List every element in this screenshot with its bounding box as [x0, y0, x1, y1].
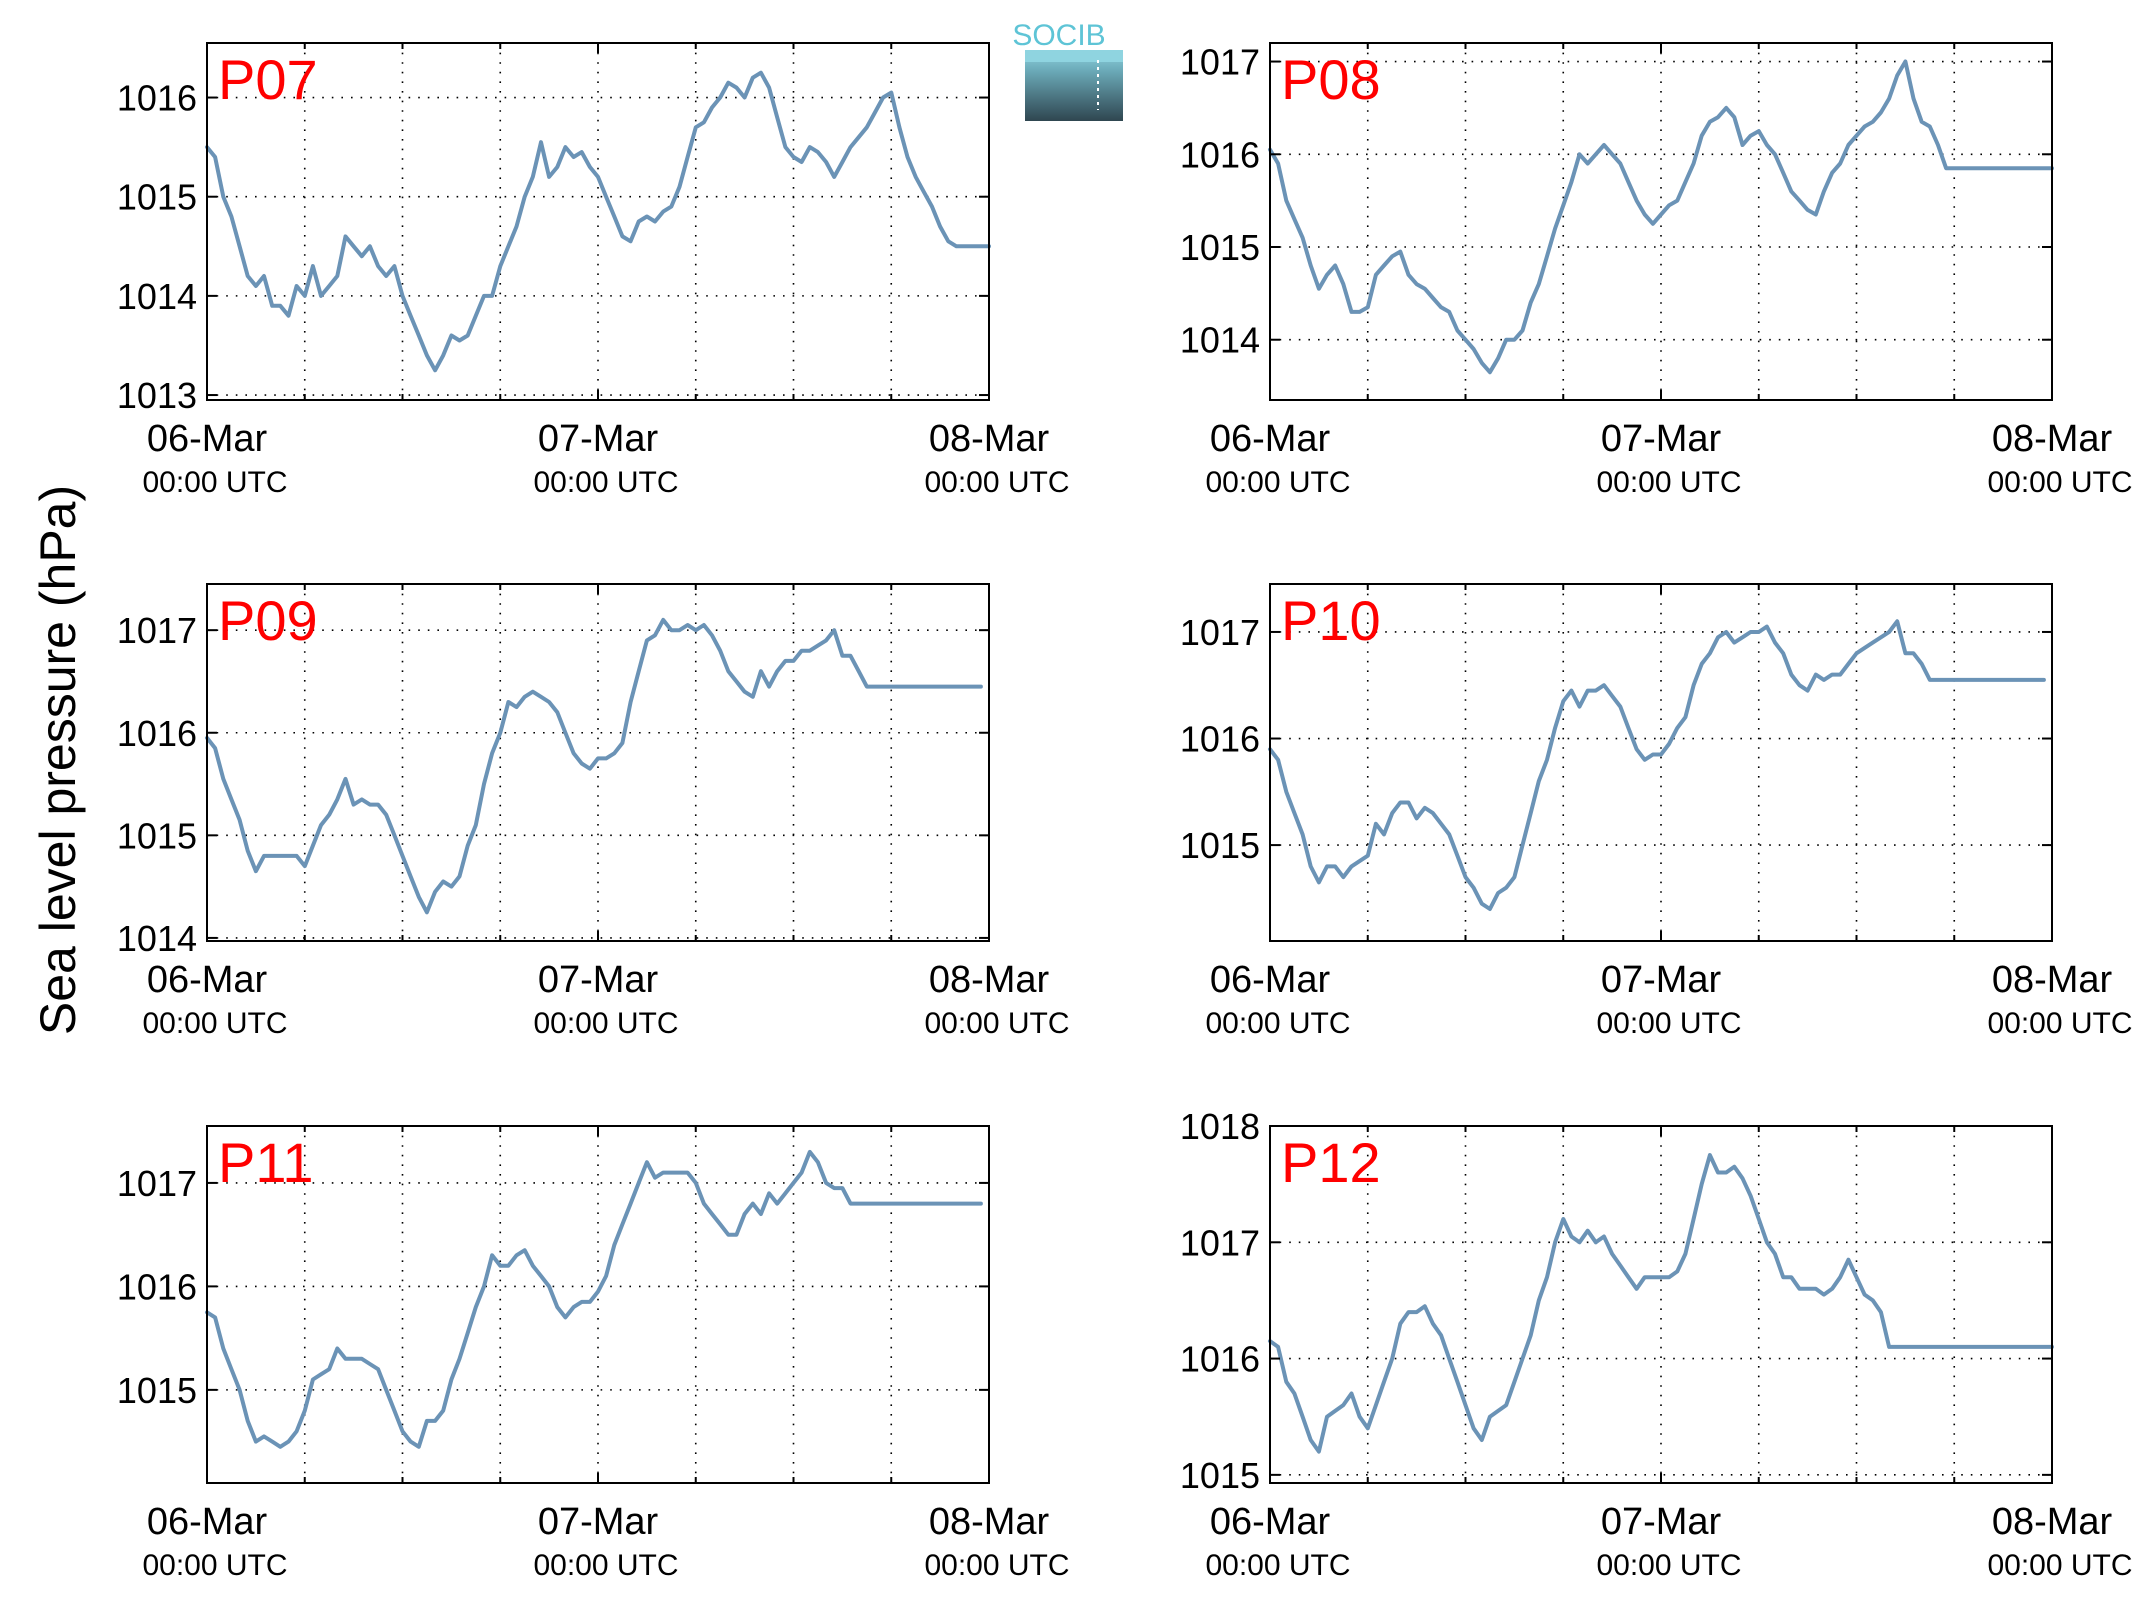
- axes-frame: [206, 1125, 990, 1484]
- y-tick-label: 1015: [1180, 825, 1260, 866]
- y-tick-label: 1017: [1180, 612, 1260, 653]
- chart-panel-p09: 1014 1015 1016 1017 06-Mar 00:00 UTC 07-Mar 00:…: [117, 583, 1070, 1040]
- y-tick-label: 1016: [1180, 134, 1260, 175]
- x-tick-label-time: 00:00 UTC: [1987, 1549, 2132, 1582]
- x-tick-label-time: 00:00 UTC: [1205, 466, 1350, 499]
- axes-frame: [1269, 583, 2053, 942]
- y-tick-label: 1016: [117, 78, 197, 119]
- y-tick-label: 1017: [117, 610, 197, 651]
- x-tick-label-time: 00:00 UTC: [533, 1007, 678, 1040]
- x-tick-label-time: 00:00 UTC: [142, 466, 287, 499]
- x-tick-label-date: 08-Mar: [1992, 1501, 2113, 1543]
- y-tick-label: 1014: [117, 276, 197, 317]
- panel-label-p11: P11: [218, 1131, 313, 1194]
- socib-logo-text: SOCIB: [1012, 19, 1105, 52]
- x-tick-label-date: 07-Mar: [1601, 418, 1722, 460]
- x-tick-label-date: 06-Mar: [1210, 418, 1331, 460]
- chart-panel-p12: 1015 1016 1017 1018 06-Mar 00:00 UTC 07-Mar 00:…: [1180, 1106, 2133, 1582]
- x-tick-label-time: 00:00 UTC: [533, 466, 678, 499]
- x-tick-label-time: 00:00 UTC: [142, 1007, 287, 1040]
- chart-panel-p07: 1013 1014 1015 1016 06-Mar 00:00 UTC 07-Mar 00:…: [117, 42, 1070, 499]
- y-axis-label: Sea level pressure (hPa): [30, 485, 86, 1035]
- y-tick-label: 1013: [117, 375, 197, 416]
- chart-panel-p08: 1014 1015 1016 1017 06-Mar 00:00 UTC 07-Mar 00:…: [1180, 42, 2133, 499]
- series-line-p09: [205, 617, 983, 915]
- x-tick-label-date: 07-Mar: [538, 1501, 659, 1543]
- x-tick-label-time: 00:00 UTC: [1205, 1007, 1350, 1040]
- x-tick-label-time: 00:00 UTC: [533, 1549, 678, 1582]
- y-tick-label: 1015: [117, 815, 197, 856]
- panel-label-p08: P08: [1281, 48, 1381, 111]
- y-tick-label: 1015: [1180, 1455, 1260, 1496]
- x-tick-label-date: 07-Mar: [1601, 959, 1722, 1001]
- x-tick-label-time: 00:00 UTC: [142, 1549, 287, 1582]
- y-tick-label: 1015: [117, 177, 197, 218]
- y-tick-label: 1016: [117, 713, 197, 754]
- x-tick-label-date: 07-Mar: [1601, 1501, 1722, 1543]
- x-tick-label-time: 00:00 UTC: [924, 1549, 1069, 1582]
- x-tick-label-time: 00:00 UTC: [924, 1007, 1069, 1040]
- y-tick-label: 1015: [1180, 227, 1260, 268]
- x-tick-label-date: 08-Mar: [1992, 959, 2113, 1001]
- y-tick-label: 1017: [117, 1163, 197, 1204]
- x-tick-label-date: 08-Mar: [929, 959, 1050, 1001]
- x-tick-label-time: 00:00 UTC: [1596, 1007, 1741, 1040]
- series-line-p07: [205, 70, 991, 373]
- axes-frame: [206, 583, 990, 942]
- y-tick-label: 1017: [1180, 1222, 1260, 1263]
- x-tick-label-date: 06-Mar: [147, 959, 268, 1001]
- series-line-p10: [1268, 619, 2046, 911]
- axes-frame: [1269, 42, 2053, 401]
- y-tick-label: 1017: [1180, 42, 1260, 83]
- x-tick-label-date: 07-Mar: [538, 959, 659, 1001]
- panel-label-p10: P10: [1281, 589, 1381, 652]
- panel-label-p07: P07: [218, 48, 318, 111]
- y-tick-label: 1014: [117, 918, 197, 959]
- y-tick-label: 1018: [1180, 1106, 1260, 1147]
- panel-label-p09: P09: [218, 589, 318, 652]
- series-line-p08: [1268, 59, 2054, 375]
- x-tick-label-date: 07-Mar: [538, 418, 659, 460]
- x-tick-label-time: 00:00 UTC: [924, 466, 1069, 499]
- socib-logo: SOCIB: [1012, 19, 1123, 121]
- x-tick-label-time: 00:00 UTC: [1987, 1007, 2132, 1040]
- y-tick-label: 1016: [1180, 719, 1260, 760]
- series-line-p12: [1268, 1153, 2054, 1454]
- axes-frame: [1269, 1125, 2053, 1484]
- x-tick-label-date: 06-Mar: [147, 418, 268, 460]
- x-tick-label-time: 00:00 UTC: [1596, 466, 1741, 499]
- x-tick-label-date: 06-Mar: [1210, 959, 1331, 1001]
- x-tick-label-time: 00:00 UTC: [1596, 1549, 1741, 1582]
- x-tick-label-date: 06-Mar: [147, 1501, 268, 1543]
- chart-panel-p10: 1015 1016 1017 06-Mar 00:00 UTC 07-Mar 00:00 U…: [1180, 583, 2133, 1040]
- x-tick-label-date: 08-Mar: [929, 1501, 1050, 1543]
- axes-frame: [206, 42, 990, 401]
- y-tick-label: 1016: [117, 1266, 197, 1307]
- panel-label-p12: P12: [1281, 1131, 1381, 1194]
- series-line-p11: [205, 1149, 983, 1449]
- x-tick-label-date: 08-Mar: [1992, 418, 2113, 460]
- y-tick-label: 1016: [1180, 1339, 1260, 1380]
- chart-panel-p11: 1015 1016 1017 06-Mar 00:00 UTC 07-Mar 00:00 U…: [117, 1125, 1070, 1582]
- y-tick-label: 1015: [117, 1370, 197, 1411]
- x-tick-label-date: 08-Mar: [929, 418, 1050, 460]
- y-tick-label: 1014: [1180, 320, 1260, 361]
- x-tick-label-date: 06-Mar: [1210, 1501, 1331, 1543]
- charts-layer: 1013 1014 1015 1016 06-Mar 00:00 UTC 07-Mar 00:…: [117, 42, 2133, 1582]
- socib-logo-band: [1025, 50, 1123, 62]
- x-tick-label-time: 00:00 UTC: [1987, 466, 2132, 499]
- x-tick-label-time: 00:00 UTC: [1205, 1549, 1350, 1582]
